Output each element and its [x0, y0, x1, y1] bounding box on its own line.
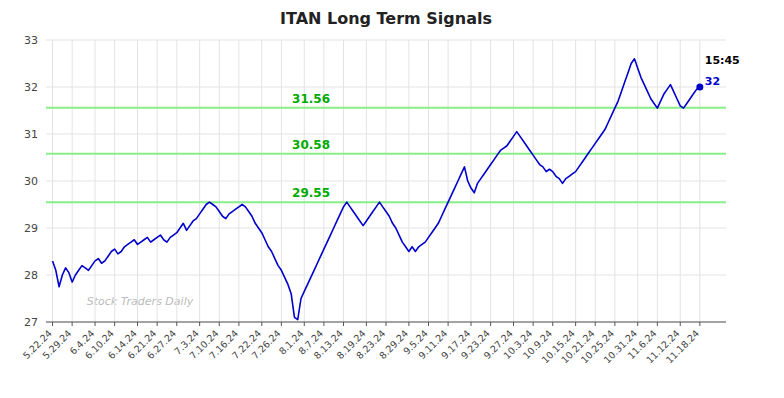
signal-line: [46, 107, 726, 109]
x-grid-line: [680, 40, 681, 322]
x-grid-line: [552, 40, 553, 322]
x-grid-line: [176, 40, 177, 322]
x-grid-line: [343, 40, 344, 322]
annotation: 15:45: [705, 54, 740, 67]
x-tick: [533, 322, 534, 326]
x-tick: [343, 322, 344, 326]
x-grid-line: [428, 40, 429, 322]
x-tick: [408, 322, 409, 326]
x-grid-line: [699, 40, 700, 322]
x-tick: [595, 322, 596, 326]
x-grid-line: [52, 40, 53, 322]
x-tick: [513, 322, 514, 326]
signal-label: 31.56: [292, 92, 330, 106]
signal-label: 29.55: [292, 186, 330, 200]
x-tick: [261, 322, 262, 326]
x-tick: [72, 322, 73, 326]
x-tick: [490, 322, 491, 326]
plot-area: [46, 59, 726, 320]
y-grid-line: [46, 322, 726, 323]
y-tick-label: 30: [24, 175, 38, 188]
x-grid-line: [95, 40, 96, 322]
x-tick-label: 6.27.24: [145, 328, 178, 361]
x-grid-line: [513, 40, 514, 322]
x-tick: [281, 322, 282, 326]
x-grid-line: [114, 40, 115, 322]
x-tick: [176, 322, 177, 326]
x-grid-line: [157, 40, 158, 322]
y-tick-label: 32: [24, 81, 38, 94]
x-tick: [114, 322, 115, 326]
x-grid-line: [490, 40, 491, 322]
x-grid-line: [533, 40, 534, 322]
title: ITAN Long Term Signals: [280, 9, 492, 28]
x-grid-line: [304, 40, 305, 322]
x-grid-line: [657, 40, 658, 322]
x-tick: [471, 322, 472, 326]
x-tick: [386, 322, 387, 326]
x-tick: [699, 322, 700, 326]
signal-line: [46, 201, 726, 203]
x-tick: [219, 322, 220, 326]
x-tick: [637, 322, 638, 326]
y-tick-label: 29: [24, 222, 38, 235]
x-tick: [323, 322, 324, 326]
x-grid-line: [281, 40, 282, 322]
x-grid-line: [595, 40, 596, 322]
x-tick: [428, 322, 429, 326]
x-tick: [52, 322, 53, 326]
x-tick: [304, 322, 305, 326]
x-grid-line: [637, 40, 638, 322]
x-axis: [46, 322, 726, 323]
y-tick-label: 31: [24, 128, 38, 141]
x-grid-line: [238, 40, 239, 322]
signal-label: 30.58: [292, 138, 330, 152]
signal-line: [46, 153, 726, 155]
endpoint-marker: [696, 84, 703, 91]
x-tick: [552, 322, 553, 326]
x-grid-line: [408, 40, 409, 322]
price-line: [53, 59, 700, 320]
x-grid-line: [199, 40, 200, 322]
y-tick-label: 28: [24, 269, 38, 282]
x-tick: [448, 322, 449, 326]
x-tick: [238, 322, 239, 326]
x-tick: [137, 322, 138, 326]
x-grid-line: [219, 40, 220, 322]
chart: ITAN Long Term Signals Stock Traders Dail…: [0, 0, 784, 398]
x-tick: [575, 322, 576, 326]
x-tick-label: 5.29.24: [40, 328, 73, 361]
y-tick-label: 33: [24, 34, 38, 47]
x-grid-line: [471, 40, 472, 322]
x-tick: [614, 322, 615, 326]
x-grid-line: [386, 40, 387, 322]
x-tick-label: 7.26.24: [249, 328, 282, 361]
x-tick: [157, 322, 158, 326]
x-grid-line: [323, 40, 324, 322]
grid: [46, 40, 726, 322]
x-tick: [657, 322, 658, 326]
x-tick: [95, 322, 96, 326]
x-grid-line: [575, 40, 576, 322]
x-grid-line: [261, 40, 262, 322]
x-grid-line: [137, 40, 138, 322]
x-grid-line: [366, 40, 367, 322]
x-grid-line: [614, 40, 615, 322]
watermark: Stock Traders Daily: [87, 295, 194, 308]
x-grid-line: [448, 40, 449, 322]
y-tick-label: 27: [24, 316, 38, 329]
x-tick-label: 11.18.24: [664, 328, 702, 366]
x-tick: [680, 322, 681, 326]
annotation: 32: [705, 75, 720, 88]
x-tick: [199, 322, 200, 326]
x-tick: [366, 322, 367, 326]
